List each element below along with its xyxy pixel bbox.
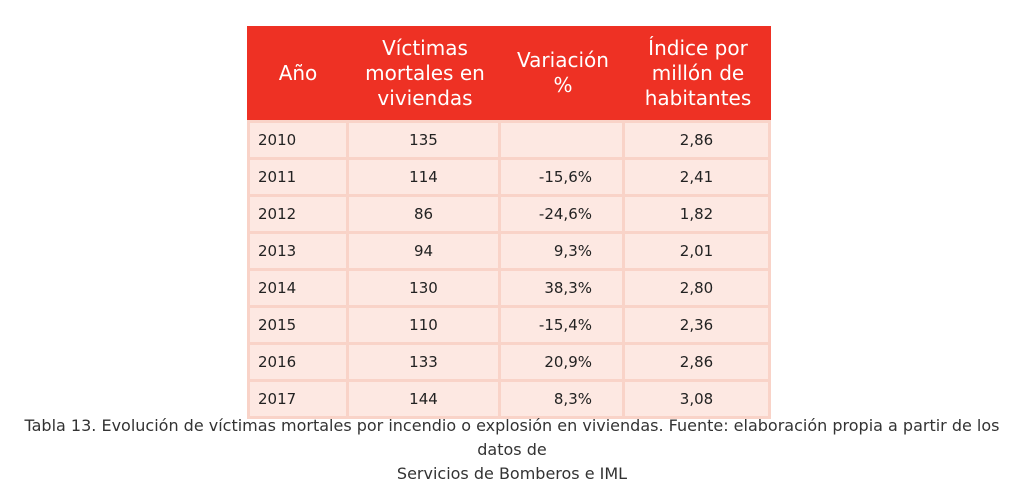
cell-victims: 114: [349, 160, 501, 197]
table-caption: Tabla 13. Evolución de víctimas mortales…: [0, 414, 1024, 486]
cell-year: 2013: [247, 234, 349, 271]
cell-index: 2,86: [625, 120, 771, 160]
cell-variation: 9,3%: [501, 234, 625, 271]
cell-index: 2,86: [625, 345, 771, 382]
cell-year: 2015: [247, 308, 349, 345]
cell-victims: 94: [349, 234, 501, 271]
cell-variation: -24,6%: [501, 197, 625, 234]
cell-index: 2,01: [625, 234, 771, 271]
cell-year: 2010: [247, 120, 349, 160]
header-victims: Víctimas mortales en viviendas: [349, 26, 501, 120]
cell-index: 2,36: [625, 308, 771, 345]
cell-variation: -15,6%: [501, 160, 625, 197]
cell-variation: -15,4%: [501, 308, 625, 345]
cell-victims: 135: [349, 120, 501, 160]
table-header-row: Año Víctimas mortales en viviendas Varia…: [247, 26, 771, 120]
caption-line-2: Servicios de Bomberos e IML: [396, 464, 628, 483]
header-year: Año: [247, 26, 349, 120]
cell-victims: 86: [349, 197, 501, 234]
cell-variation: 20,9%: [501, 345, 625, 382]
table-row: 2016 133 20,9% 2,86: [247, 345, 771, 382]
cell-year: 2011: [247, 160, 349, 197]
header-index: Índice por millón de habitantes: [625, 26, 771, 120]
cell-index: 2,80: [625, 271, 771, 308]
table-row: 2014 130 38,3% 2,80: [247, 271, 771, 308]
cell-variation: 8,3%: [501, 382, 625, 419]
data-table-container: Año Víctimas mortales en viviendas Varia…: [247, 26, 771, 419]
cell-victims: 144: [349, 382, 501, 419]
table-row: 2015 110 -15,4% 2,36: [247, 308, 771, 345]
table-row: 2017 144 8,3% 3,08: [247, 382, 771, 419]
cell-index: 1,82: [625, 197, 771, 234]
cell-year: 2012: [247, 197, 349, 234]
cell-index: 2,41: [625, 160, 771, 197]
table-row: 2011 114 -15,6% 2,41: [247, 160, 771, 197]
victims-table: Año Víctimas mortales en viviendas Varia…: [247, 26, 771, 419]
cell-year: 2016: [247, 345, 349, 382]
table-row: 2012 86 -24,6% 1,82: [247, 197, 771, 234]
header-variation: Variación %: [501, 26, 625, 120]
caption-line-1: Tabla 13. Evolución de víctimas mortales…: [24, 416, 1000, 459]
cell-victims: 130: [349, 271, 501, 308]
cell-victims: 133: [349, 345, 501, 382]
table-row: 2013 94 9,3% 2,01: [247, 234, 771, 271]
cell-variation: 38,3%: [501, 271, 625, 308]
cell-index: 3,08: [625, 382, 771, 419]
cell-variation: [501, 120, 625, 160]
cell-year: 2014: [247, 271, 349, 308]
cell-victims: 110: [349, 308, 501, 345]
cell-year: 2017: [247, 382, 349, 419]
table-row: 2010 135 2,86: [247, 120, 771, 160]
